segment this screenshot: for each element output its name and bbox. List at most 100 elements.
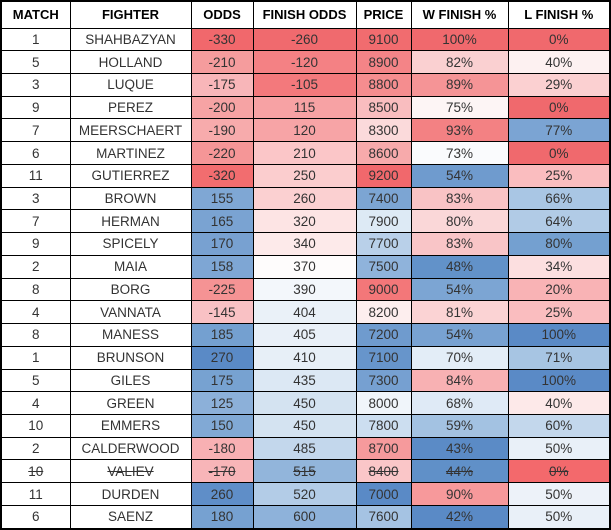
cell-l_finish: 29%	[507, 72, 611, 97]
cell-finish_odds: -105	[252, 72, 357, 97]
cell-l_finish: 50%	[507, 436, 611, 461]
cell-match: 2	[0, 254, 71, 279]
table-row: 6 MARTINEZ -220 210 8600 73% 0%	[0, 141, 611, 165]
table-row: 3 LUQUE -175 -105 8800 89% 29%	[0, 72, 611, 97]
cell-finish_odds: 210	[252, 141, 357, 165]
cell-fighter: GUTIERREZ	[69, 163, 192, 188]
table-row: 5 HOLLAND -210 -120 8900 82% 40%	[0, 50, 611, 74]
cell-finish_odds: 600	[252, 504, 357, 530]
table-row: 11 DURDEN 260 520 7000 90% 50%	[0, 482, 611, 506]
cell-odds: -175	[190, 72, 254, 97]
cell-l_finish: 77%	[507, 118, 611, 143]
cell-price: 9100	[355, 27, 412, 52]
table-row: 10 EMMERS 150 450 7800 59% 60%	[0, 413, 611, 438]
header-row: MATCH FIGHTER ODDS FINISH ODDS PRICE W FINISH…	[0, 0, 611, 29]
cell-w_finish: 83%	[410, 232, 509, 256]
cell-odds: -210	[190, 50, 254, 74]
cell-w_finish: 73%	[410, 141, 509, 165]
cell-fighter: MANESS	[69, 323, 192, 347]
table-row: 6 SAENZ 180 600 7600 42% 50%	[0, 504, 611, 530]
cell-finish_odds: 485	[252, 436, 357, 461]
cell-finish_odds: 370	[252, 254, 357, 279]
cell-odds: 175	[190, 368, 254, 393]
cell-match: 11	[0, 163, 71, 188]
cell-odds: 158	[190, 254, 254, 279]
cell-odds: -320	[190, 163, 254, 188]
cell-l_finish: 0%	[507, 459, 611, 484]
cell-fighter: HOLLAND	[69, 50, 192, 74]
cell-match: 8	[0, 323, 71, 347]
cell-w_finish: 81%	[410, 300, 509, 325]
cell-fighter: EMMERS	[69, 413, 192, 438]
table-row: 4 VANNATA -145 404 8200 81% 25%	[0, 300, 611, 325]
cell-fighter: VALIEV	[69, 459, 192, 484]
cell-fighter: GILES	[69, 368, 192, 393]
cell-finish_odds: 450	[252, 413, 357, 438]
cell-fighter: BRUNSON	[69, 345, 192, 370]
table-row: 4 GREEN 125 450 8000 68% 40%	[0, 391, 611, 415]
cell-fighter: SAENZ	[69, 504, 192, 530]
table-row: 8 MANESS 185 405 7200 54% 100%	[0, 323, 611, 347]
column-header-price: PRICE	[355, 0, 412, 29]
cell-w_finish: 68%	[410, 391, 509, 415]
table-row: 5 GILES 175 435 7300 84% 100%	[0, 368, 611, 393]
cell-match: 5	[0, 368, 71, 393]
cell-price: 8800	[355, 72, 412, 97]
cell-match: 6	[0, 504, 71, 530]
cell-price: 9000	[355, 277, 412, 302]
cell-odds: 150	[190, 413, 254, 438]
cell-finish_odds: 405	[252, 323, 357, 347]
cell-match: 3	[0, 72, 71, 97]
cell-fighter: SHAHBAZYAN	[69, 27, 192, 52]
cell-w_finish: 100%	[410, 27, 509, 52]
cell-fighter: LUQUE	[69, 72, 192, 97]
table-row: 9 PEREZ -200 115 8500 75% 0%	[0, 95, 611, 120]
cell-price: 7000	[355, 482, 412, 506]
table-row: 1 BRUNSON 270 410 7100 70% 71%	[0, 345, 611, 370]
table-row: 7 HERMAN 165 320 7900 80% 64%	[0, 209, 611, 234]
cell-finish_odds: 450	[252, 391, 357, 415]
column-header-match: MATCH	[0, 0, 71, 29]
cell-fighter: BROWN	[69, 186, 192, 211]
cell-price: 8900	[355, 50, 412, 74]
table-row: 7 MEERSCHAERT -190 120 8300 93% 77%	[0, 118, 611, 143]
table-row: 9 SPICELY 170 340 7700 83% 80%	[0, 232, 611, 256]
table-row: 3 BROWN 155 260 7400 83% 66%	[0, 186, 611, 211]
cell-match: 7	[0, 118, 71, 143]
cell-w_finish: 75%	[410, 95, 509, 120]
cell-match: 10	[0, 413, 71, 438]
column-header-l_finish: L FINISH %	[507, 0, 611, 29]
cell-l_finish: 34%	[507, 254, 611, 279]
table-row: 11 GUTIERREZ -320 250 9200 54% 25%	[0, 163, 611, 188]
column-header-finish_odds: FINISH ODDS	[252, 0, 357, 29]
cell-fighter: CALDERWOOD	[69, 436, 192, 461]
cell-fighter: DURDEN	[69, 482, 192, 506]
cell-odds: 165	[190, 209, 254, 234]
cell-w_finish: 54%	[410, 277, 509, 302]
cell-odds: -190	[190, 118, 254, 143]
cell-fighter: PEREZ	[69, 95, 192, 120]
cell-price: 8600	[355, 141, 412, 165]
cell-l_finish: 66%	[507, 186, 611, 211]
cell-finish_odds: 120	[252, 118, 357, 143]
column-header-w_finish: W FINISH %	[410, 0, 509, 29]
cell-price: 7600	[355, 504, 412, 530]
cell-w_finish: 83%	[410, 186, 509, 211]
cell-l_finish: 100%	[507, 368, 611, 393]
cell-price: 7400	[355, 186, 412, 211]
cell-finish_odds: -260	[252, 27, 357, 52]
cell-odds: 180	[190, 504, 254, 530]
cell-price: 8300	[355, 118, 412, 143]
cell-match: 4	[0, 300, 71, 325]
cell-l_finish: 50%	[507, 482, 611, 506]
cell-match: 7	[0, 209, 71, 234]
cell-match: 9	[0, 95, 71, 120]
cell-w_finish: 59%	[410, 413, 509, 438]
cell-finish_odds: 435	[252, 368, 357, 393]
cell-odds: -225	[190, 277, 254, 302]
cell-l_finish: 71%	[507, 345, 611, 370]
cell-w_finish: 70%	[410, 345, 509, 370]
cell-finish_odds: 115	[252, 95, 357, 120]
cell-price: 7800	[355, 413, 412, 438]
cell-match: 11	[0, 482, 71, 506]
